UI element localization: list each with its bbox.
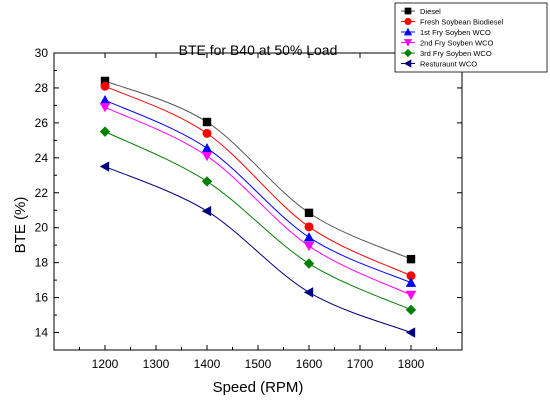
plot-area — [99, 76, 417, 338]
series-line — [104, 131, 412, 311]
data-point — [405, 277, 417, 287]
legend-item: Resturaunt WCO — [401, 59, 477, 68]
series-1 — [100, 76, 416, 264]
data-point — [303, 287, 314, 298]
data-point — [201, 176, 213, 187]
data-point — [99, 126, 111, 137]
y-tick-label: 20 — [35, 221, 49, 235]
series-line — [104, 80, 412, 260]
legend-marker — [403, 27, 413, 36]
data-point — [202, 117, 212, 127]
legend-label: Resturaunt WCO — [420, 59, 477, 68]
data-point — [201, 143, 213, 153]
data-point — [99, 102, 111, 113]
y-tick-label: 18 — [35, 256, 49, 270]
x-tick-label: 1300 — [143, 357, 170, 371]
data-point — [201, 205, 212, 217]
legend-item: 2nd Fry Soyben WCO — [401, 38, 494, 47]
series-6 — [99, 161, 416, 338]
data-point — [99, 94, 111, 105]
legend-item: 1st Fry Soyben WCO — [401, 28, 491, 37]
x-tick-label: 1200 — [92, 357, 119, 371]
legend-label: 2nd Fry Soyben WCO — [420, 38, 494, 47]
data-point — [405, 304, 417, 316]
x-tick-label: 1800 — [398, 357, 425, 371]
x-tick-label: 1400 — [194, 357, 221, 371]
legend-label: Fresh Soybean Biodiesel — [420, 17, 504, 26]
data-point — [405, 290, 417, 301]
y-tick-label: 22 — [35, 186, 49, 200]
series-line — [104, 166, 412, 333]
legend-marker — [403, 59, 412, 68]
legend-item: Fresh Soybean Biodiesel — [401, 17, 504, 26]
data-point — [201, 151, 213, 162]
y-tick-label: 28 — [35, 81, 49, 95]
chart-title: BTE for B40 at 50% Load — [179, 42, 338, 58]
y-tick-label: 30 — [35, 46, 49, 60]
y-tick-label: 14 — [35, 326, 49, 340]
series-3 — [99, 94, 417, 287]
data-point — [304, 222, 314, 232]
data-point — [99, 161, 110, 172]
x-tick-label: 1700 — [347, 357, 374, 371]
data-point — [303, 258, 315, 269]
legend-marker — [403, 39, 413, 47]
x-tick-label: 1500 — [245, 357, 272, 371]
data-point — [303, 232, 315, 242]
series-line — [104, 99, 412, 284]
data-point — [303, 241, 315, 252]
legend-label: Diesel — [420, 7, 441, 16]
data-point — [100, 76, 110, 86]
legend-label: 1st Fry Soyben WCO — [420, 28, 491, 37]
x-axis-title: Speed (RPM) — [213, 379, 304, 396]
y-tick-label: 16 — [35, 291, 49, 305]
data-point — [406, 271, 416, 281]
series-5 — [99, 126, 417, 316]
legend-marker — [404, 7, 412, 15]
legend-marker — [404, 17, 412, 26]
data-point — [100, 81, 110, 91]
axes: 1200 1300 1400 1500 1600 1700 1800 14 16 18 20 22 24… — [35, 46, 463, 371]
data-point — [304, 208, 314, 218]
series-line — [104, 85, 412, 277]
data-point — [405, 327, 416, 338]
legend-label: 3rd Fry Soyben WCO — [420, 49, 492, 58]
legend-box — [394, 2, 548, 73]
y-tick-label: 26 — [35, 116, 49, 130]
series-line — [104, 106, 412, 296]
series-2 — [100, 81, 416, 281]
data-point — [202, 128, 212, 138]
y-tick-label: 24 — [35, 151, 49, 165]
data-point — [406, 254, 416, 264]
x-tick-label: 1600 — [296, 357, 323, 371]
series-4 — [99, 102, 417, 301]
legend-item: Diesel — [401, 7, 441, 16]
y-axis-title: BTE (%) — [12, 197, 29, 254]
